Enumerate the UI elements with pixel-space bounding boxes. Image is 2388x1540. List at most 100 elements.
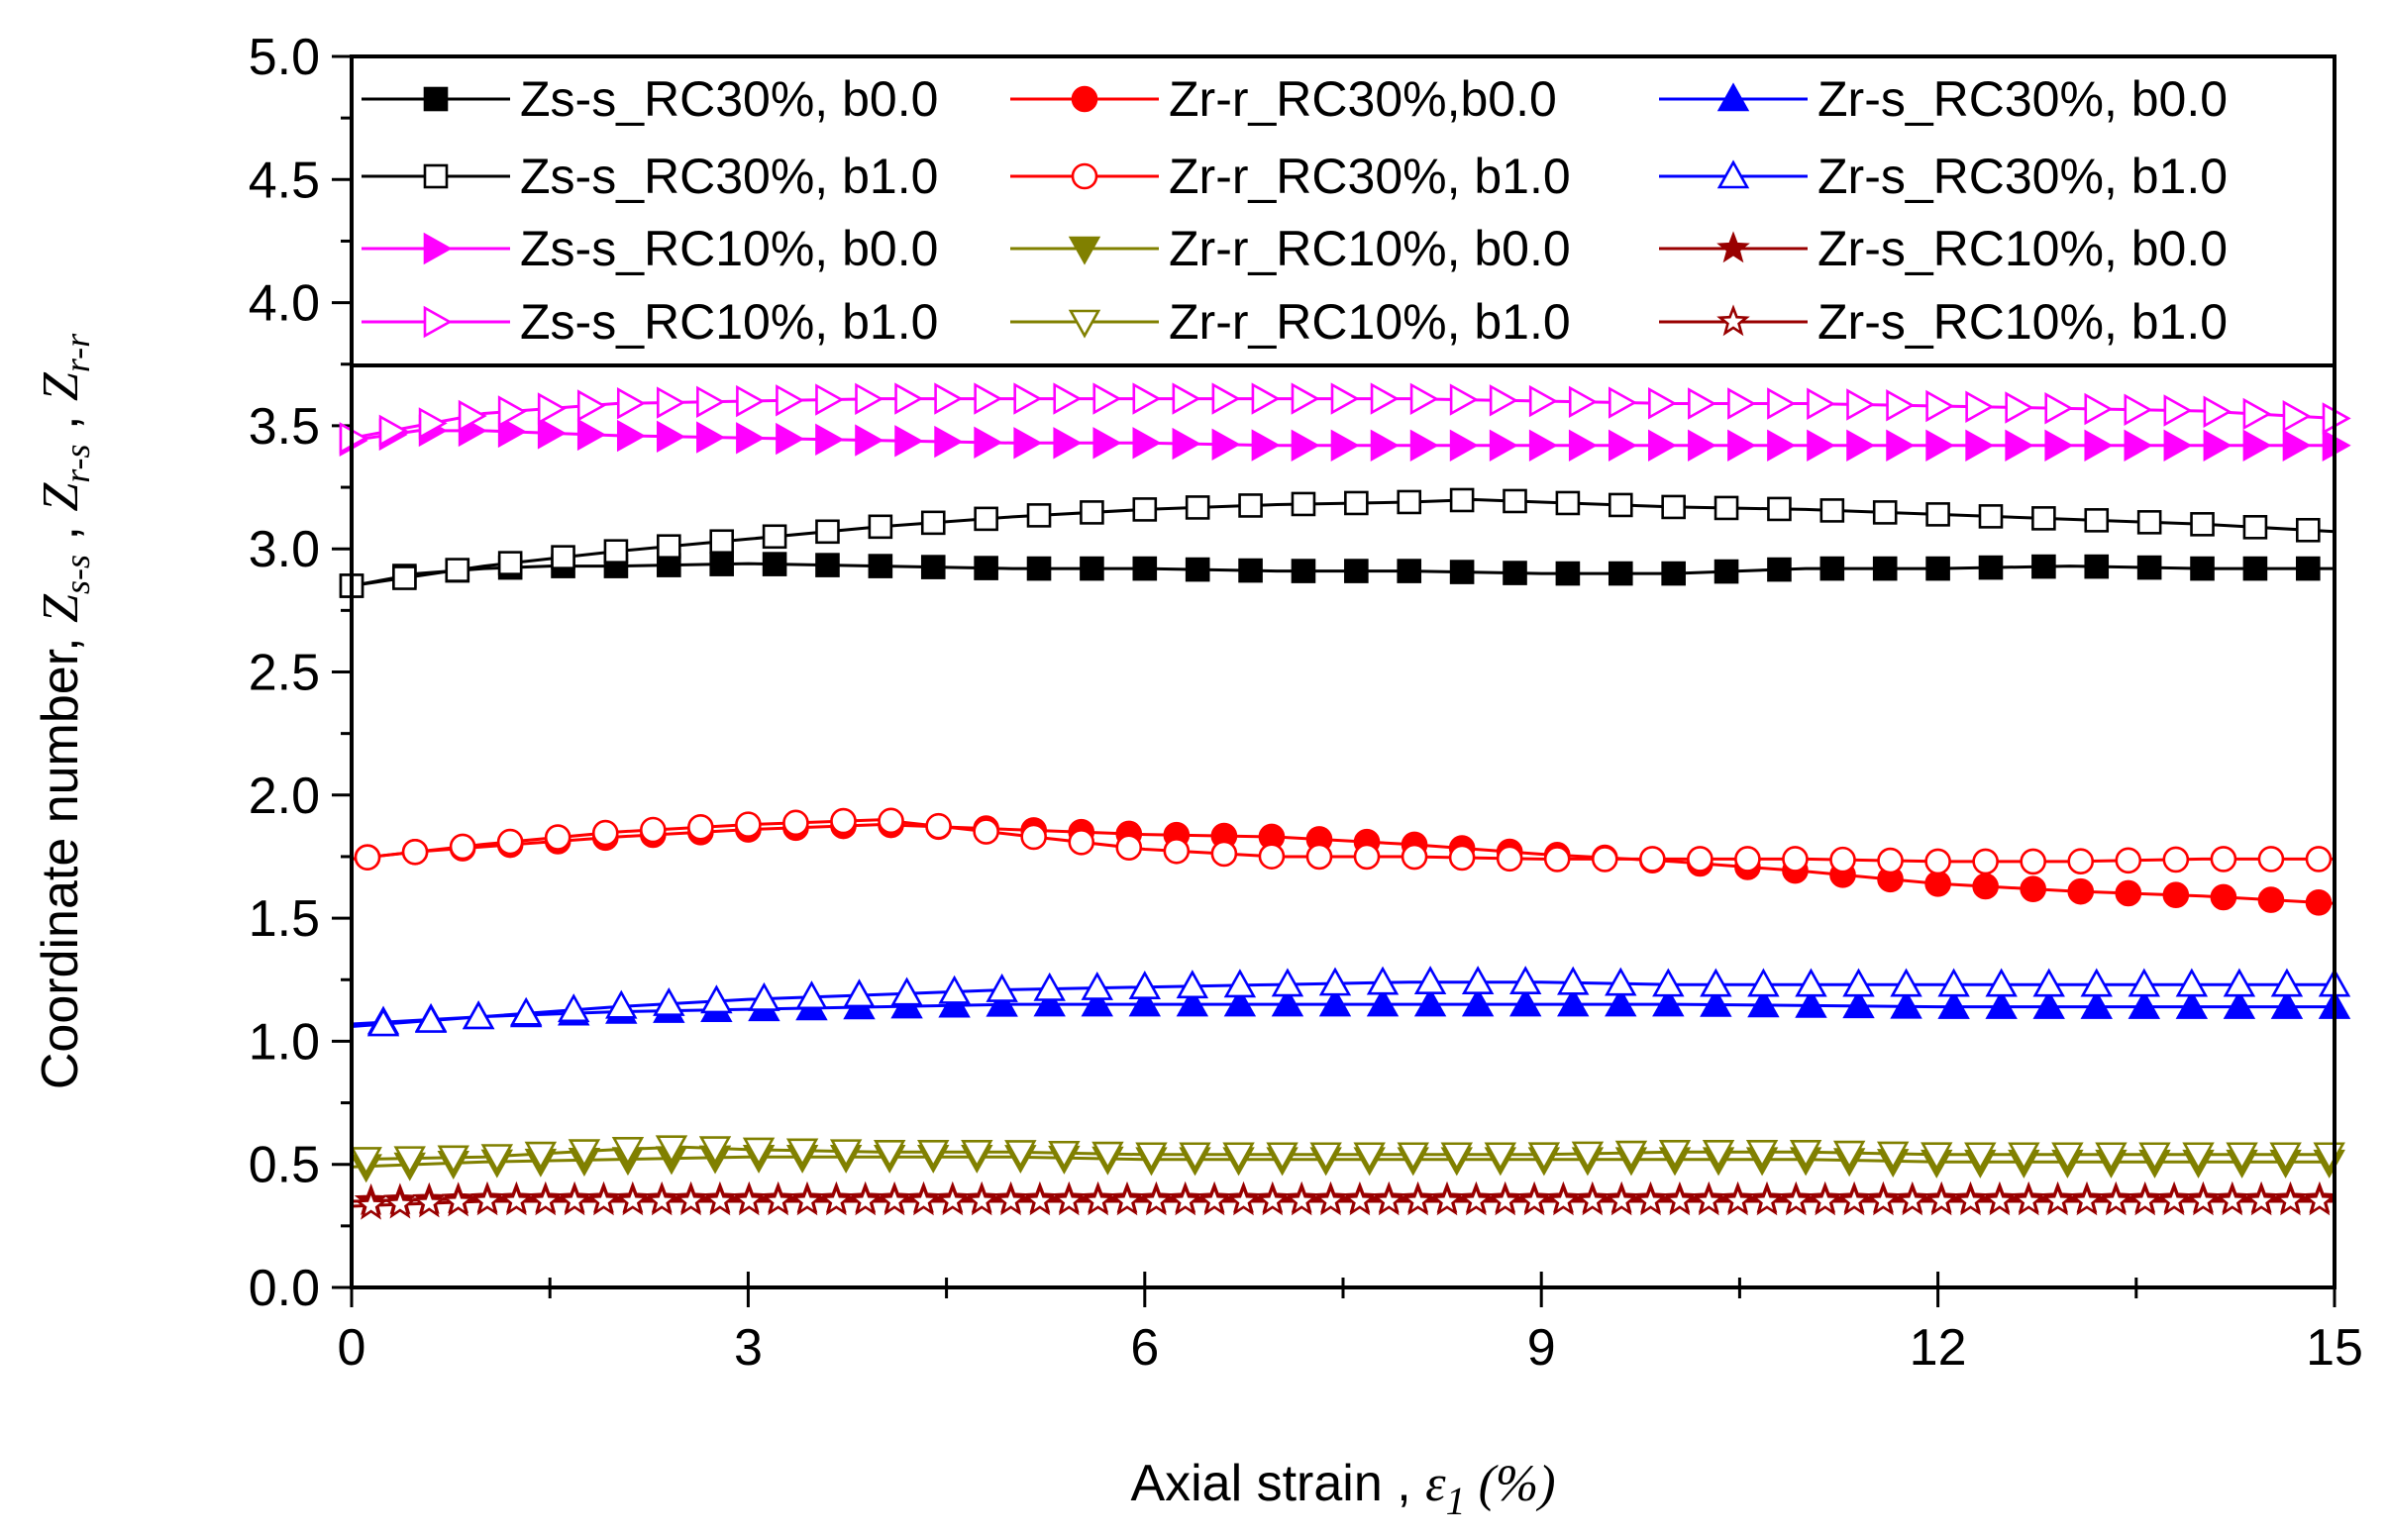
series-marker xyxy=(1430,1183,1464,1216)
series-marker xyxy=(2008,1142,2040,1172)
series-marker xyxy=(986,973,1018,1002)
series-marker xyxy=(1568,429,1598,462)
x-tick-label: 0 xyxy=(338,1319,366,1377)
series-marker xyxy=(1449,383,1479,416)
series-marker xyxy=(1832,1140,1866,1170)
series-marker xyxy=(906,1183,941,1216)
series-marker xyxy=(1605,967,1637,996)
series-marker xyxy=(1937,989,1970,1019)
series-marker xyxy=(855,424,884,457)
series-marker xyxy=(986,987,1018,1017)
legend-marker xyxy=(1071,162,1098,190)
legend-label: Zs-s_RC30%, b0.0 xyxy=(520,71,938,127)
series-marker xyxy=(1877,1141,1910,1171)
series-marker xyxy=(974,556,998,580)
series-marker xyxy=(1795,968,1827,997)
series-marker xyxy=(1026,556,1052,581)
x-tick-label: 6 xyxy=(1130,1319,1159,1377)
series-marker xyxy=(1251,429,1281,462)
series-marker xyxy=(496,828,524,856)
series-marker xyxy=(2128,968,2161,997)
series-12 xyxy=(351,1183,2336,1220)
y-tick-label: 4.5 xyxy=(249,152,320,209)
series-marker xyxy=(2084,554,2110,579)
series-marker xyxy=(2296,556,2321,581)
series-marker xyxy=(1745,1139,1779,1169)
series-marker xyxy=(544,824,571,851)
series-marker xyxy=(2210,883,2237,911)
series-marker xyxy=(2084,392,2114,426)
series-marker xyxy=(782,809,809,837)
series-line xyxy=(351,1155,2335,1169)
series-marker xyxy=(1591,846,1618,873)
series-marker xyxy=(1886,429,1916,462)
series-marker xyxy=(1226,1183,1261,1216)
x-axis-title-subscript: 1 xyxy=(1446,1479,1466,1523)
series-1 xyxy=(339,552,2335,598)
legend-item: Zs-s_RC30%, b0.0 xyxy=(362,71,938,127)
series-marker xyxy=(1172,382,1201,415)
series-marker xyxy=(829,1139,863,1169)
series-marker xyxy=(1238,493,1263,518)
series-marker xyxy=(1366,987,1400,1017)
series-marker xyxy=(1965,429,1995,462)
legend-marker xyxy=(1716,82,1750,112)
series-marker xyxy=(2044,429,2074,462)
series-marker xyxy=(1413,987,1447,1017)
series-marker xyxy=(776,384,805,417)
series-marker xyxy=(657,420,685,454)
series-marker xyxy=(354,1187,388,1220)
series-marker xyxy=(412,1185,447,1218)
series-marker xyxy=(1139,1183,1174,1216)
series-marker xyxy=(2020,875,2046,902)
series-marker xyxy=(736,384,766,418)
series-marker xyxy=(1965,390,1995,423)
series-marker xyxy=(1135,1142,1168,1172)
legend-label: Zs-s_RC10%, b1.0 xyxy=(520,294,938,350)
legend-label: Zr-r_RC10%, b1.0 xyxy=(1169,294,1571,350)
series-marker xyxy=(1837,1183,1871,1216)
legend-item: Zr-r_RC10%, b1.0 xyxy=(1010,294,1571,350)
legend-label: Zs-s_RC30%, b1.0 xyxy=(520,149,938,204)
legend-item: Zr-s_RC30%, b0.0 xyxy=(1659,71,2228,127)
legend-item: Zs-s_RC10%, b0.0 xyxy=(362,221,938,276)
series-marker xyxy=(1543,846,1571,873)
series-marker xyxy=(2242,397,2272,431)
series-marker xyxy=(537,392,567,425)
series-marker xyxy=(2031,554,2056,579)
y-tick-label: 4.0 xyxy=(249,275,320,333)
series-marker xyxy=(1496,845,1523,873)
series-marker xyxy=(2242,429,2272,462)
series-marker xyxy=(687,814,714,841)
y-tick-label: 2.0 xyxy=(249,768,320,825)
legend-label: Zs-s_RC10%, b0.0 xyxy=(520,221,938,276)
series-marker xyxy=(2190,512,2215,537)
series-marker xyxy=(776,422,805,456)
series-marker xyxy=(1092,382,1122,415)
series-marker xyxy=(568,1139,601,1169)
legend-item: Zr-s_RC30%, b1.0 xyxy=(1659,149,2228,204)
series-marker xyxy=(1459,1183,1494,1216)
series-marker xyxy=(1372,1183,1406,1216)
series-marker xyxy=(497,551,523,575)
series-marker xyxy=(762,524,787,550)
series-marker xyxy=(1517,1183,1551,1216)
series-marker xyxy=(1271,968,1304,997)
series-marker xyxy=(414,1003,448,1033)
series-marker xyxy=(815,423,845,457)
x-axis-title-unit: (%) xyxy=(1466,1456,1556,1512)
x-tick-label: 15 xyxy=(2306,1319,2363,1377)
series-marker xyxy=(418,407,448,440)
y-axis-sub-2: r-s xyxy=(57,444,97,482)
series-marker xyxy=(1978,555,2004,580)
series-marker xyxy=(1370,429,1400,462)
series-marker xyxy=(2242,556,2268,581)
series-marker xyxy=(736,422,766,455)
series-marker xyxy=(1846,388,1876,421)
series-marker xyxy=(470,1183,504,1216)
series-marker xyxy=(1185,557,1210,582)
series-marker xyxy=(1309,1142,1342,1172)
series-marker xyxy=(2138,1142,2171,1172)
legend: Zs-s_RC30%, b0.0 Zr-r_RC30%,b0.0 Zr-s_RC30… xyxy=(350,54,2336,367)
series-marker xyxy=(2244,1183,2279,1216)
